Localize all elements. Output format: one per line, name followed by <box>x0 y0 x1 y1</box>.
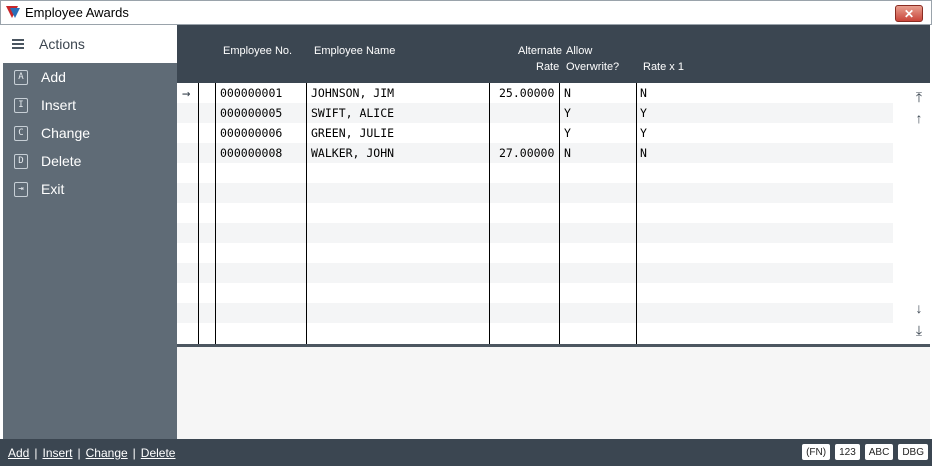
cell-alternate-rate: 25.00000 <box>499 86 555 100</box>
numeric-mode-badge[interactable]: 123 <box>835 444 860 460</box>
title-bar: Employee Awards ✕ <box>0 0 932 25</box>
sidebar-item-label: Delete <box>41 153 82 169</box>
cell-allow-overwrite: Y <box>564 126 571 140</box>
scroll-down-icon[interactable]: ↓ <box>915 300 923 316</box>
table-row[interactable]: → 000000001 JOHNSON, JIM 25.00000 N N <box>177 83 893 103</box>
insert-key-icon: I <box>14 97 28 113</box>
add-key-icon: A <box>14 69 28 85</box>
footer-delete-link[interactable]: Delete <box>140 445 176 460</box>
cell-employee-no: 000000005 <box>220 106 283 120</box>
column-divider <box>559 83 560 345</box>
empty-row[interactable] <box>177 303 893 323</box>
column-divider <box>215 83 216 345</box>
column-divider <box>198 83 199 345</box>
col-rate-x1[interactable]: Rate x 1 <box>643 61 684 73</box>
cell-employee-name: WALKER, JOHN <box>311 146 395 160</box>
footer-bar: Add | Insert | Change | Delete (FN) 123 … <box>0 439 932 466</box>
footer-separator: | <box>132 445 136 460</box>
sidebar-item-delete[interactable]: D Delete <box>3 147 177 175</box>
exit-icon: ⇥ <box>14 181 28 197</box>
actions-header-label: Actions <box>39 36 85 52</box>
sidebar-item-change[interactable]: C Change <box>3 119 177 147</box>
status-badges: (FN) 123 ABC DBG <box>797 444 928 460</box>
app-logo-icon <box>5 5 21 21</box>
col-employee-no[interactable]: Employee No. <box>223 45 293 57</box>
col-allow-overwrite-line2[interactable]: Overwrite? <box>566 61 620 73</box>
empty-row[interactable] <box>177 183 893 203</box>
cell-employee-no: 000000006 <box>220 126 283 140</box>
actions-sidebar: Actions A Add I Insert C Change D Delete… <box>3 25 177 439</box>
scroll-to-bottom-icon[interactable]: ⤓ <box>915 321 923 338</box>
cell-employee-name: GREEN, JULIE <box>311 126 395 140</box>
scroll-up-icon[interactable]: ↑ <box>915 110 923 126</box>
employee-awards-grid: → 000000001 JOHNSON, JIM 25.00000 N N 00… <box>177 83 930 345</box>
sidebar-item-insert[interactable]: I Insert <box>3 91 177 119</box>
empty-row[interactable] <box>177 243 893 263</box>
empty-row[interactable] <box>177 163 893 183</box>
cell-rate-x1: N <box>640 146 647 160</box>
scroll-to-top-icon[interactable]: ⤒ <box>915 88 923 105</box>
detail-pane <box>177 347 930 439</box>
alpha-mode-badge[interactable]: ABC <box>864 444 894 460</box>
cell-rate-x1: Y <box>640 126 647 140</box>
empty-row[interactable] <box>177 223 893 243</box>
sidebar-item-label: Add <box>41 69 66 85</box>
cell-employee-no: 000000008 <box>220 146 283 160</box>
hamburger-menu-icon[interactable] <box>12 37 24 51</box>
column-divider <box>489 83 490 345</box>
col-alternate-rate-line2[interactable]: Rate <box>536 61 560 73</box>
cell-rate-x1: Y <box>640 106 647 120</box>
empty-row[interactable] <box>177 283 893 303</box>
footer-change-link[interactable]: Change <box>85 445 128 460</box>
cell-allow-overwrite: N <box>564 146 571 160</box>
empty-row[interactable] <box>177 323 893 343</box>
grid-bottom-border <box>177 344 930 347</box>
sidebar-item-label: Exit <box>41 181 65 197</box>
cell-rate-x1: N <box>640 86 647 100</box>
sidebar-item-add[interactable]: A Add <box>3 63 177 91</box>
empty-row[interactable] <box>177 203 893 223</box>
cell-alternate-rate: 27.00000 <box>499 146 555 160</box>
column-divider <box>306 83 307 345</box>
table-row[interactable]: 000000005 SWIFT, ALICE Y Y <box>177 103 893 123</box>
change-key-icon: C <box>14 125 28 141</box>
sidebar-item-exit[interactable]: ⇥ Exit <box>3 175 177 203</box>
delete-key-icon: D <box>14 153 28 169</box>
footer-separator: | <box>77 445 81 460</box>
table-row[interactable]: 000000008 WALKER, JOHN 27.00000 N N <box>177 143 893 163</box>
fn-badge[interactable]: (FN) <box>802 444 831 460</box>
debug-badge[interactable]: DBG <box>898 444 928 460</box>
cell-employee-no: 000000001 <box>220 86 283 100</box>
sidebar-item-label: Insert <box>41 97 77 113</box>
footer-actions: Add | Insert | Change | Delete <box>8 446 175 460</box>
footer-separator: | <box>34 445 38 460</box>
footer-insert-link[interactable]: Insert <box>42 445 73 460</box>
col-alternate-rate-line1[interactable]: Alternate <box>518 45 563 57</box>
cell-employee-name: SWIFT, ALICE <box>311 106 395 120</box>
cell-allow-overwrite: N <box>564 86 571 100</box>
table-row[interactable]: 000000006 GREEN, JULIE Y Y <box>177 123 893 143</box>
sidebar-item-label: Change <box>41 125 91 141</box>
window-title: Employee Awards <box>25 5 129 20</box>
cell-allow-overwrite: Y <box>564 106 571 120</box>
col-employee-name[interactable]: Employee Name <box>314 45 396 57</box>
actions-header[interactable]: Actions <box>3 25 177 63</box>
col-allow-overwrite-line1[interactable]: Allow <box>566 45 593 57</box>
cell-employee-name: JOHNSON, JIM <box>311 86 395 100</box>
close-button[interactable]: ✕ <box>895 5 923 22</box>
column-divider <box>636 83 637 345</box>
right-arrow-icon: → <box>182 86 191 102</box>
empty-row[interactable] <box>177 263 893 283</box>
grid-header: Employee No. Employee Name Alternate Rat… <box>177 25 930 83</box>
footer-add-link[interactable]: Add <box>8 445 30 460</box>
